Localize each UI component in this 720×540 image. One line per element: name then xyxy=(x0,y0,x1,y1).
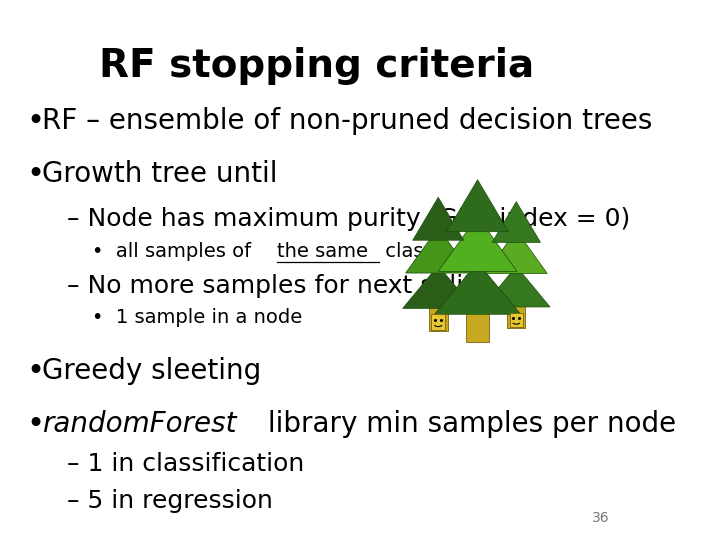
Polygon shape xyxy=(510,313,523,327)
Polygon shape xyxy=(466,308,489,342)
Text: library min samples per node: library min samples per node xyxy=(259,410,677,438)
Text: 36: 36 xyxy=(593,511,610,525)
Text: •: • xyxy=(26,106,44,136)
Polygon shape xyxy=(485,231,547,273)
Text: – Node has maximum purity (GINI index = 0): – Node has maximum purity (GINI index = … xyxy=(67,207,630,232)
Text: RF – ensemble of non-pruned decision trees: RF – ensemble of non-pruned decision tre… xyxy=(42,107,652,135)
Text: – No more samples for next split: – No more samples for next split xyxy=(67,274,472,298)
Polygon shape xyxy=(482,266,550,307)
Text: Growth tree until: Growth tree until xyxy=(42,160,277,188)
Polygon shape xyxy=(413,197,464,240)
Polygon shape xyxy=(438,217,517,272)
Text: – 5 in regression: – 5 in regression xyxy=(67,489,272,514)
Text: RF stopping criteria: RF stopping criteria xyxy=(99,46,534,85)
Polygon shape xyxy=(402,266,474,308)
Polygon shape xyxy=(508,302,526,328)
Text: Greedy sleeting: Greedy sleeting xyxy=(42,357,261,385)
Text: •: • xyxy=(26,410,44,438)
Text: the same: the same xyxy=(276,242,368,261)
Polygon shape xyxy=(434,262,521,314)
Text: – 1 in classification: – 1 in classification xyxy=(67,452,304,476)
Polygon shape xyxy=(431,314,446,329)
Text: •  all samples of: • all samples of xyxy=(91,242,257,261)
Text: randomForest: randomForest xyxy=(42,410,236,438)
Polygon shape xyxy=(428,303,448,331)
Text: •: • xyxy=(26,160,44,189)
Text: •  1 sample in a node: • 1 sample in a node xyxy=(91,308,302,327)
Text: class: class xyxy=(379,242,433,261)
Polygon shape xyxy=(446,180,508,232)
Polygon shape xyxy=(405,227,471,273)
Text: •: • xyxy=(26,356,44,386)
Polygon shape xyxy=(492,201,541,242)
